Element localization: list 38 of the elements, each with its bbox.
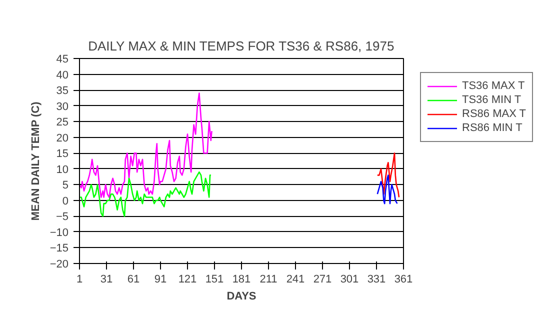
x-tick-label: 211 <box>260 274 278 286</box>
y-tick-label: 20 <box>56 132 69 144</box>
y-tick-label: 15 <box>56 148 69 160</box>
x-tick-label: 91 <box>154 274 167 286</box>
x-tick-label: 31 <box>100 274 113 286</box>
y-tick-label: 40 <box>56 69 69 82</box>
y-tick-label: 0 <box>62 195 69 208</box>
x-tick-label: 241 <box>286 274 305 286</box>
x-tick-label: 271 <box>313 274 332 286</box>
x-tick-label: 61 <box>127 274 140 286</box>
y-tick-label: −15 <box>50 242 69 255</box>
x-tick-label: 301 <box>340 274 359 286</box>
y-tick-label: −10 <box>50 226 69 239</box>
y-tick-label: 25 <box>56 116 69 129</box>
x-tick-label: 181 <box>232 274 251 286</box>
line-series <box>80 92 212 198</box>
chart-title: DAILY MAX & MIN TEMPS FOR TS36 & RS86, 1975 <box>88 38 394 54</box>
y-tick-label: 30 <box>56 100 69 113</box>
x-tick-label: 331 <box>367 274 386 286</box>
x-tick-label: 121 <box>178 274 197 286</box>
legend-label: TS36 MAX T <box>462 79 525 93</box>
x-tick-label: 151 <box>205 274 224 286</box>
line-series <box>376 174 398 204</box>
legend-label: RS86 MIN T <box>462 121 522 135</box>
y-axis-title: MEAN DAILY TEMP (C) <box>30 101 42 221</box>
y-tick-label: 5 <box>62 180 69 192</box>
x-axis-title: DAYS <box>226 290 256 302</box>
legend-label: RS86 MAX T <box>462 107 526 121</box>
legend-label: TS36 MIN T <box>462 93 522 107</box>
y-tick-label: −20 <box>50 258 69 270</box>
y-tick-label: −5 <box>56 211 69 224</box>
line-series <box>80 171 212 217</box>
y-tick-label: 35 <box>56 85 69 98</box>
x-tick-label: 1 <box>76 274 83 286</box>
line-series <box>376 152 400 198</box>
x-tick-label: 361 <box>394 274 413 286</box>
y-tick-label: 10 <box>56 164 69 176</box>
y-tick-label: 45 <box>56 54 69 66</box>
